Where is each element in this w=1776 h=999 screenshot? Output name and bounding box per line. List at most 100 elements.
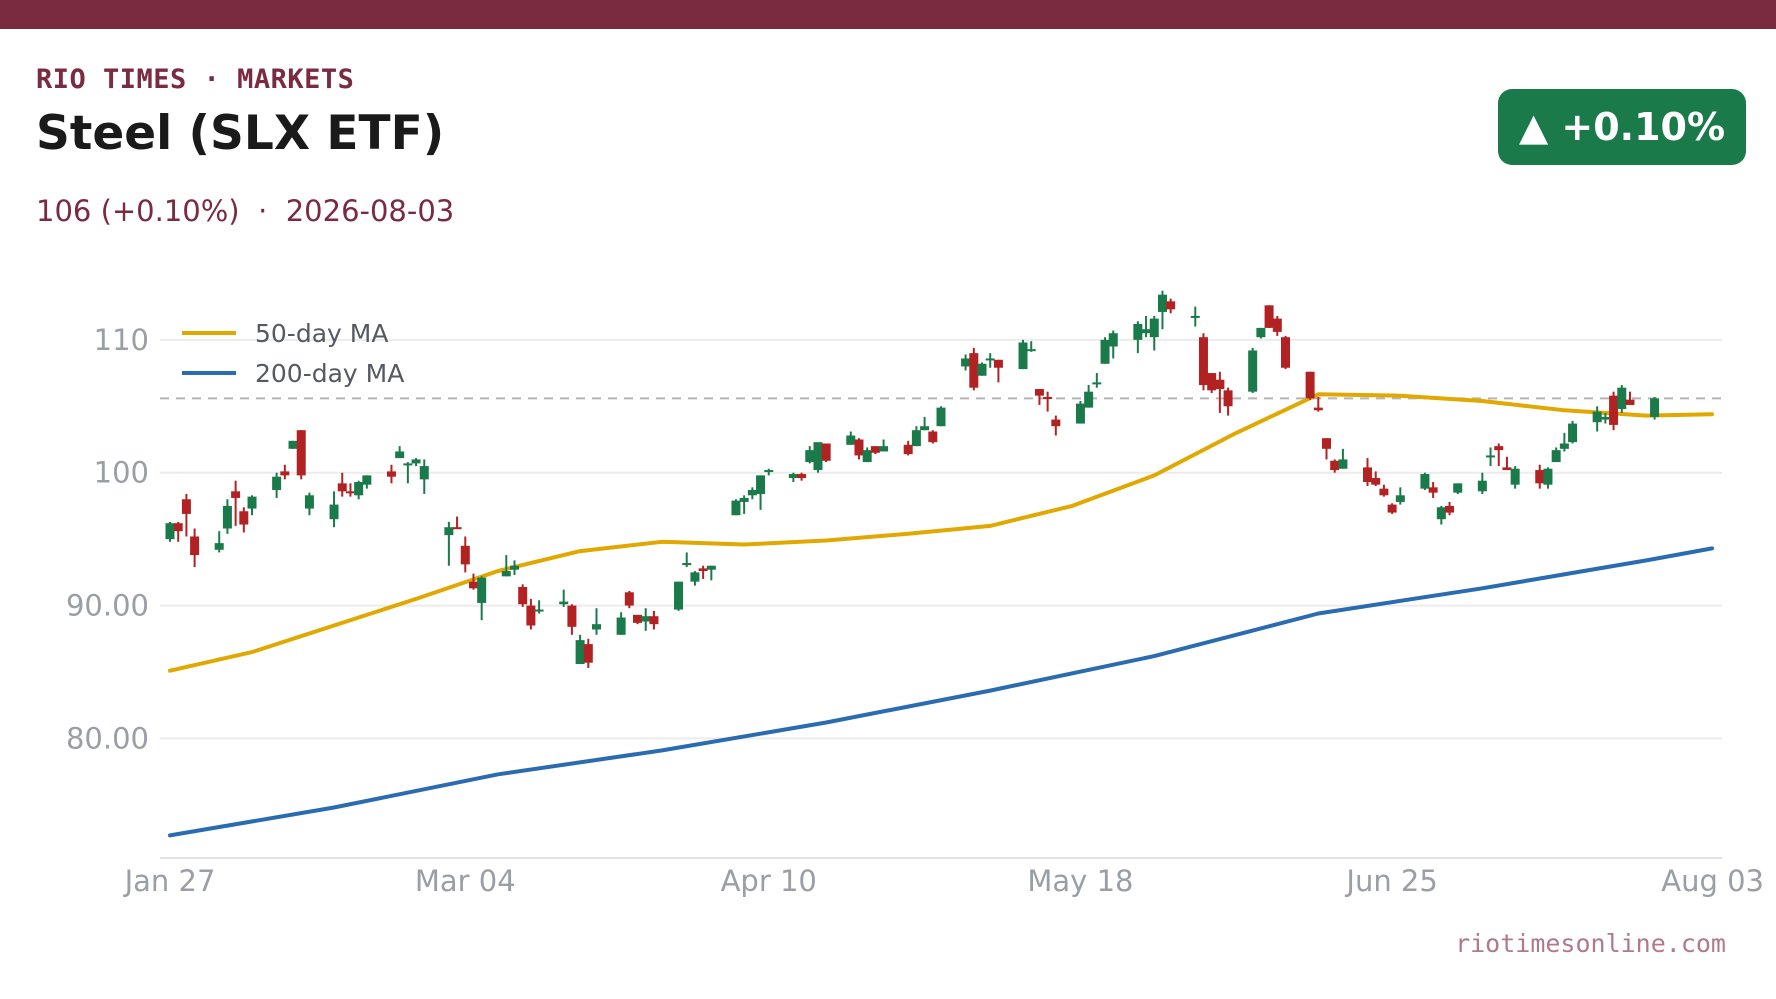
candle-up — [501, 555, 511, 577]
candle-down — [452, 516, 462, 530]
candle-body — [993, 359, 1003, 368]
candle-body — [936, 407, 946, 427]
candle-down — [1502, 456, 1512, 471]
candle-up — [575, 634, 585, 665]
candle-body — [813, 442, 823, 471]
candle-up — [1149, 315, 1159, 351]
candle-up — [1436, 505, 1446, 525]
candle-body — [1617, 387, 1627, 409]
candle-down — [1535, 464, 1545, 489]
candle-body — [698, 568, 708, 572]
candle-body — [1248, 350, 1258, 392]
candle-body — [173, 523, 183, 532]
candle-body — [329, 504, 339, 520]
candle-up — [690, 571, 700, 586]
candle-down — [624, 590, 634, 609]
candle-body — [1502, 467, 1512, 471]
candle-up — [1486, 447, 1496, 467]
candle-down — [903, 440, 913, 456]
y-tick-label: 90.00 — [66, 589, 149, 623]
candle-down — [797, 472, 807, 481]
candle-body — [419, 466, 429, 480]
candle-body — [854, 439, 864, 456]
candle-body — [1486, 455, 1496, 458]
candle-body — [764, 470, 774, 473]
candle-body — [1166, 301, 1176, 310]
candle-body — [1592, 411, 1602, 423]
candle-up — [354, 480, 364, 500]
candle-body — [1133, 323, 1143, 340]
candle-up — [764, 468, 774, 476]
candle-body — [862, 450, 872, 463]
candle-body — [911, 430, 921, 447]
x-tick-label: Jun 25 — [1344, 864, 1437, 898]
x-tick-label: May 18 — [1027, 864, 1133, 898]
candle-up — [911, 426, 921, 447]
x-tick-label: Mar 04 — [415, 864, 516, 898]
candle-down — [1223, 387, 1233, 416]
candle-body — [288, 440, 298, 449]
candle-up — [272, 472, 282, 498]
candle-up — [1650, 396, 1660, 420]
candle-body — [633, 614, 643, 623]
candle-up — [444, 521, 454, 566]
candle-body — [928, 431, 938, 443]
candle-down — [239, 507, 249, 533]
candle-body — [1026, 349, 1036, 352]
candle-down — [1215, 371, 1225, 413]
candle-up — [304, 492, 314, 516]
candle-up — [165, 521, 175, 542]
candle-down — [928, 430, 938, 444]
candle-up — [1453, 483, 1463, 494]
candle-body — [1141, 329, 1151, 334]
candle-body — [1223, 390, 1233, 407]
candle-body — [1363, 467, 1373, 483]
candle-body — [1436, 507, 1446, 520]
candle-down — [870, 446, 880, 455]
candle-down — [1363, 458, 1373, 486]
candle-body — [739, 497, 749, 502]
candle-down — [518, 584, 528, 607]
candle-body — [788, 474, 798, 479]
candle-body — [1625, 399, 1635, 405]
candle-up — [739, 495, 749, 514]
candle-up — [1157, 290, 1167, 330]
candle-up — [1141, 315, 1151, 338]
candle-body — [805, 450, 815, 463]
candle-body — [1157, 294, 1167, 312]
candle-down — [386, 464, 396, 484]
candle-body — [1568, 423, 1578, 443]
candle-up — [1617, 385, 1627, 413]
candle-down — [526, 598, 536, 630]
candle-body — [362, 475, 372, 485]
candle-down — [1043, 391, 1053, 412]
candle-up — [592, 608, 602, 635]
candle-up — [731, 499, 741, 516]
candle-body — [181, 499, 191, 514]
candle-body — [477, 577, 487, 603]
candle-body — [501, 571, 511, 577]
candle-down — [1313, 396, 1323, 412]
candle-up — [1568, 420, 1578, 444]
candle-body — [354, 482, 364, 496]
candle-body — [1379, 488, 1389, 496]
y-tick-label: 80.00 — [66, 721, 149, 755]
candle-up — [747, 487, 757, 500]
candle-body — [583, 644, 593, 663]
candle-body — [977, 363, 987, 376]
candle-body — [797, 474, 807, 479]
candle-down — [1379, 484, 1389, 497]
candle-body — [1510, 468, 1520, 485]
candle-up — [1026, 341, 1036, 352]
candle-up — [641, 608, 651, 631]
candle-body — [1428, 487, 1438, 493]
chart-legend: 50-day MA 200-day MA — [182, 319, 404, 388]
candle-down — [460, 536, 470, 573]
candle-down — [280, 464, 290, 480]
candle-body — [1330, 460, 1340, 471]
chart-title: Steel (SLX ETF) — [36, 106, 445, 161]
candle-up — [756, 475, 766, 510]
candle-body — [641, 616, 651, 622]
candle-body — [1190, 315, 1200, 318]
x-tick-label: Apr 10 — [721, 864, 817, 898]
